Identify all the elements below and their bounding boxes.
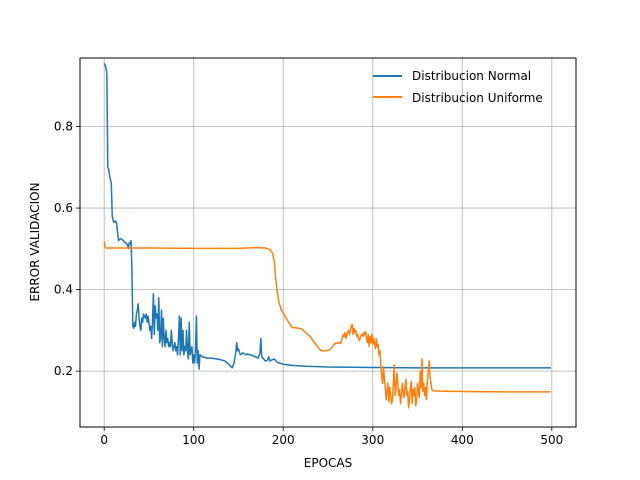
y-tick-label: 0.6 — [54, 201, 73, 215]
x-axis-label: EPOCAS — [304, 456, 352, 470]
legend-label-uniforme: Distribucion Uniforme — [412, 91, 543, 105]
y-tick-label: 0.4 — [54, 283, 73, 297]
legend-label-normal: Distribucion Normal — [412, 69, 531, 83]
y-tick-label: 0.2 — [54, 364, 73, 378]
legend: Distribucion Normal Distribucion Uniform… — [373, 69, 543, 105]
x-tick-label: 100 — [182, 433, 205, 447]
x-tick-label: 200 — [272, 433, 295, 447]
x-tick-label: 0 — [100, 433, 108, 447]
series-lines — [103, 62, 551, 409]
y-axis-ticks: 0.2 0.4 0.6 0.8 — [54, 119, 80, 378]
y-axis-label: ERROR VALIDACION — [28, 182, 42, 301]
x-tick-label: 500 — [540, 433, 563, 447]
series-line-uniforme — [103, 241, 551, 409]
plot-area-frame — [79, 57, 577, 428]
x-axis-ticks: 0 100 200 300 400 500 — [100, 427, 563, 447]
series-line-normal — [103, 62, 551, 370]
y-tick-label: 0.8 — [54, 119, 73, 133]
grid — [80, 58, 576, 427]
x-tick-label: 400 — [451, 433, 474, 447]
x-tick-label: 300 — [361, 433, 384, 447]
